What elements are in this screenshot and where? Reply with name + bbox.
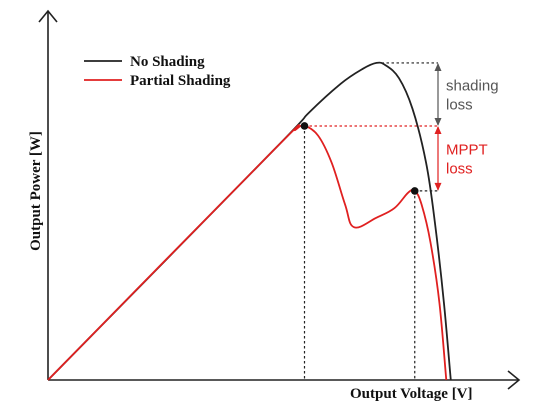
series-line-partial-shading — [47, 124, 448, 381]
legend-label-no-shading: No Shading — [130, 54, 205, 70]
legend-label-partial-shading: Partial Shading — [130, 73, 231, 89]
x-axis-arrow — [507, 370, 521, 390]
x-axis-label: Output Voltage [V] — [350, 386, 473, 402]
y-axis-label: Output Power [W] — [28, 131, 44, 251]
markers-layer — [300, 122, 419, 195]
series-layer — [47, 61, 452, 381]
shading-loss-label: shading loss — [446, 77, 499, 113]
legend: No Shading Partial Shading — [84, 54, 231, 89]
annotation-layer: shading loss MPPT loss — [434, 62, 499, 191]
y-axis-arrow — [38, 9, 58, 23]
mppt-loss-label: MPPT loss — [446, 141, 488, 177]
guide-lines — [303, 62, 438, 380]
mppt-loss-arrow — [434, 125, 442, 191]
shading-loss-arrow — [434, 62, 442, 126]
global-mpp-marker — [300, 122, 309, 130]
local-mpp-marker — [410, 187, 419, 195]
axes — [38, 9, 521, 390]
series-line-no-shading — [47, 61, 452, 381]
